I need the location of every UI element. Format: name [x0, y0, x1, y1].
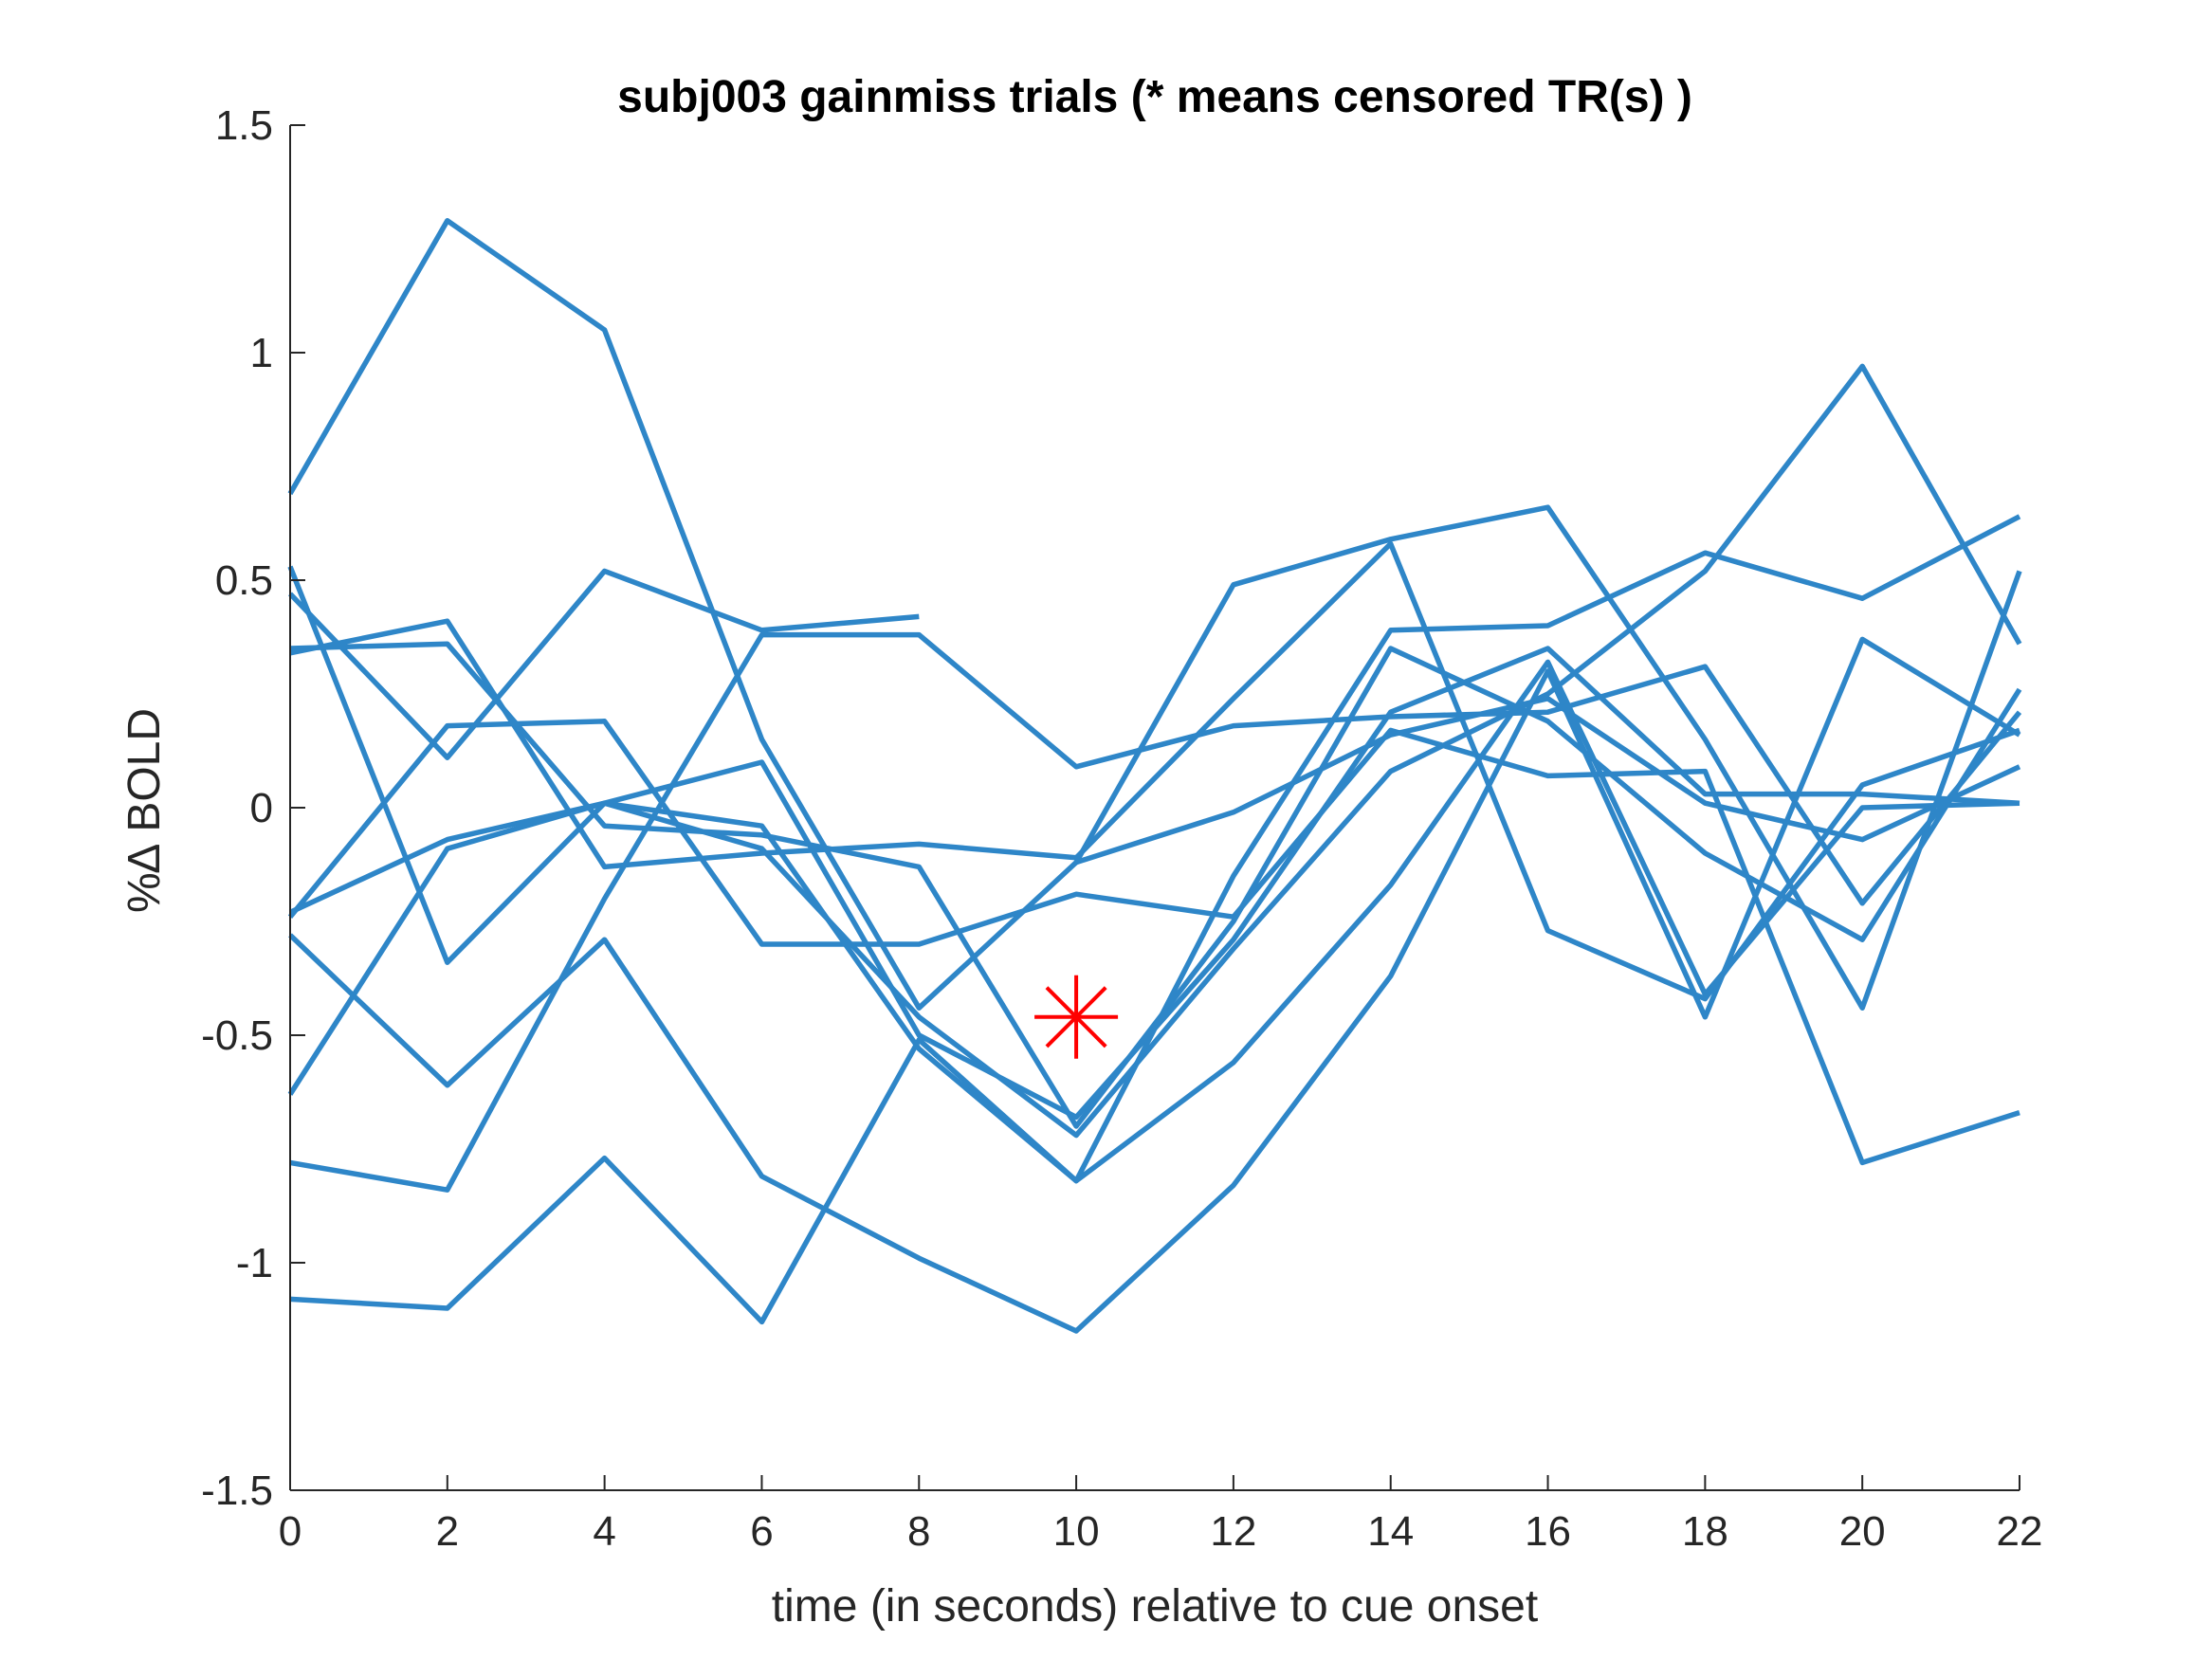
x-tick-label: 10 [1053, 1508, 1100, 1555]
censored-markers [1034, 975, 1119, 1059]
chart-title: subj003 gainmiss trials (* means censore… [617, 72, 1692, 122]
y-tick-label: 1 [250, 330, 273, 376]
x-tick-label: 20 [1839, 1508, 1886, 1555]
axes: 0 2 4 6 8 10 12 14 16 18 20 22 -1.5 -1 -0.5 0 0.5 1 1.5 [201, 102, 2042, 1555]
y-axis-label: %∆ BOLD [119, 708, 170, 913]
x-tick-label: 8 [907, 1508, 930, 1555]
x-axis-label: time (in seconds) relative to cue onset [772, 1581, 1538, 1632]
x-tick-label: 4 [593, 1508, 615, 1555]
series-line-10 [289, 631, 2022, 1193]
y-tick-label: 1.5 [215, 102, 273, 149]
series-line-12 [1075, 696, 2021, 866]
y-tick-label: -1.5 [201, 1468, 273, 1514]
y-tick-label: -0.5 [201, 1012, 273, 1059]
series-line-6 [287, 719, 2020, 1166]
y-tick-label: -1 [236, 1240, 273, 1286]
x-tick-label: 0 [279, 1508, 302, 1555]
y-tick-label: 0.5 [215, 557, 273, 604]
censored-marker-1 [1034, 975, 1119, 1059]
series-line-11 [289, 659, 2020, 1325]
x-tick-label: 12 [1210, 1508, 1256, 1555]
series-line-1 [287, 218, 2022, 1011]
x-tick-label: 14 [1367, 1508, 1414, 1555]
x-tick-label: 18 [1682, 1508, 1728, 1555]
series-lines [287, 218, 2022, 1334]
x-tick-label: 2 [436, 1508, 459, 1555]
x-tick-label: 6 [750, 1508, 773, 1555]
series-line-9 [287, 514, 2021, 1184]
series-line-8 [288, 636, 2021, 1334]
series-line-3 [288, 568, 920, 760]
y-tick-label: 0 [250, 785, 273, 831]
x-tick-label: 16 [1525, 1508, 1571, 1555]
x-tick-label: 22 [1997, 1508, 2043, 1555]
